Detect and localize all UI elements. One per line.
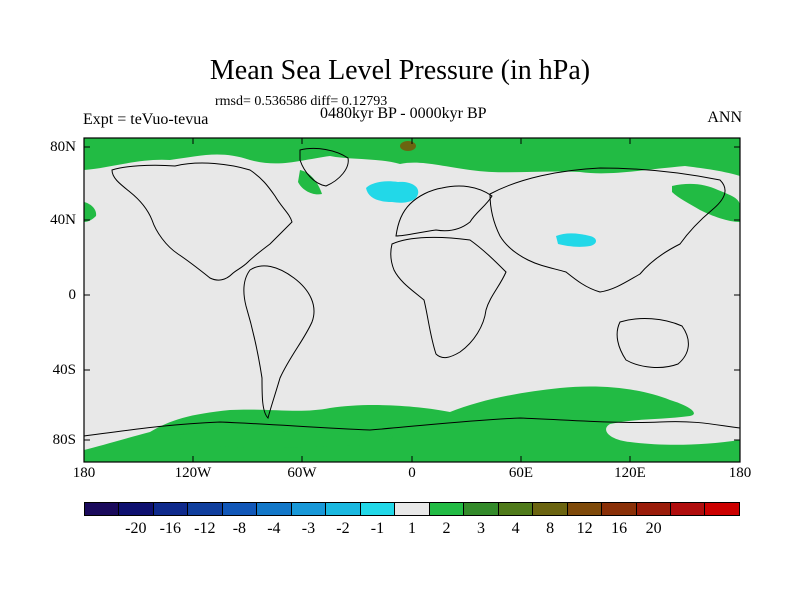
lat-label-80s: 80S <box>52 432 76 448</box>
color-bar-swatch <box>464 503 499 515</box>
north-pacific-east-patch <box>672 183 740 222</box>
lat-label-80n: 80N <box>50 139 76 155</box>
asia-coast <box>489 167 726 293</box>
north-pacific-west-patch <box>84 202 97 222</box>
color-bar-label: -12 <box>194 520 216 537</box>
color-bar-label: 4 <box>511 520 520 537</box>
color-bar-swatch <box>291 503 327 515</box>
nordic-seas-low <box>366 181 419 203</box>
color-bar-swatch <box>636 503 671 515</box>
lon-label-60e: 60E <box>508 465 534 481</box>
antarctica-coast <box>83 417 741 437</box>
color-bar-label: 12 <box>576 520 593 537</box>
color-bar-label: 16 <box>611 520 628 537</box>
color-bar-label: 1 <box>408 520 416 537</box>
color-bar-swatch <box>153 503 189 515</box>
color-bar-swatch <box>360 503 396 515</box>
color-bar-label: 3 <box>477 520 486 537</box>
color-bar-swatch <box>705 503 739 515</box>
color-bar-swatch <box>567 503 603 515</box>
color-bar-swatch <box>602 503 637 515</box>
coastlines <box>83 147 741 437</box>
color-bar-swatch <box>498 503 534 515</box>
africa-coast <box>390 236 507 359</box>
lon-label-120w: 120W <box>174 465 212 481</box>
color-bar-label: -16 <box>159 520 181 537</box>
color-bar-swatch <box>188 503 223 515</box>
period-label: 0480kyr BP - 0000kyr BP <box>320 105 487 122</box>
color-bar-swatch <box>533 503 568 515</box>
color-bar-label: -8 <box>232 520 247 537</box>
central-asia-low <box>556 233 596 247</box>
lon-label-0: 0 <box>408 465 416 481</box>
lat-label-40n: 40N <box>50 212 76 228</box>
lat-label-0: 0 <box>68 287 77 303</box>
greenland-coast <box>299 147 349 187</box>
color-bar-swatch <box>222 503 258 515</box>
color-bar-label: 8 <box>546 520 555 537</box>
color-bar-label: -4 <box>267 520 281 537</box>
negative-anomaly-areas <box>366 181 596 247</box>
plot-title: Mean Sea Level Pressure (in hPa) <box>209 55 591 86</box>
color-bar-label: 2 <box>442 520 451 537</box>
color-bar-label: -20 <box>125 520 147 537</box>
antarctic-interior-patch <box>179 430 393 448</box>
color-bar-swatch <box>119 503 154 515</box>
lon-label-60w: 60W <box>287 465 317 481</box>
experiment-label: Expt = teVuo-tevua <box>83 111 209 128</box>
south-america-coast <box>243 265 315 419</box>
lon-ticks <box>192 138 631 462</box>
lat-ticks <box>84 146 740 441</box>
north-america-coast <box>111 162 293 281</box>
color-bar-label: -2 <box>336 520 350 537</box>
stats-line: rmsd= 0.536586 diff= 0.12793 <box>215 94 388 109</box>
color-bar-label: -3 <box>301 520 316 537</box>
australia-coast <box>616 318 689 368</box>
europe-coast <box>395 185 493 237</box>
lon-label-180w: 180 <box>72 465 96 481</box>
lon-label-120e: 120E <box>614 465 646 481</box>
color-bar-swatch <box>326 503 361 515</box>
color-bar-swatch <box>670 503 706 515</box>
arctic-band <box>84 138 740 176</box>
color-bar-swatch <box>429 503 465 515</box>
color-bar-label: -1 <box>370 520 385 537</box>
lat-label-40s: 40S <box>52 362 76 378</box>
season-label: ANN <box>707 109 742 126</box>
arctic-brown-patch <box>400 141 416 151</box>
lon-label-180e: 180 <box>728 465 752 481</box>
color-bar-swatch <box>257 503 292 515</box>
color-bar <box>84 502 740 516</box>
color-bar-swatch <box>395 503 430 515</box>
color-bar-label: 20 <box>645 520 662 537</box>
north-atlantic-patch <box>298 170 322 195</box>
positive-anomaly-areas <box>84 138 740 462</box>
color-bar-swatch <box>85 503 120 515</box>
